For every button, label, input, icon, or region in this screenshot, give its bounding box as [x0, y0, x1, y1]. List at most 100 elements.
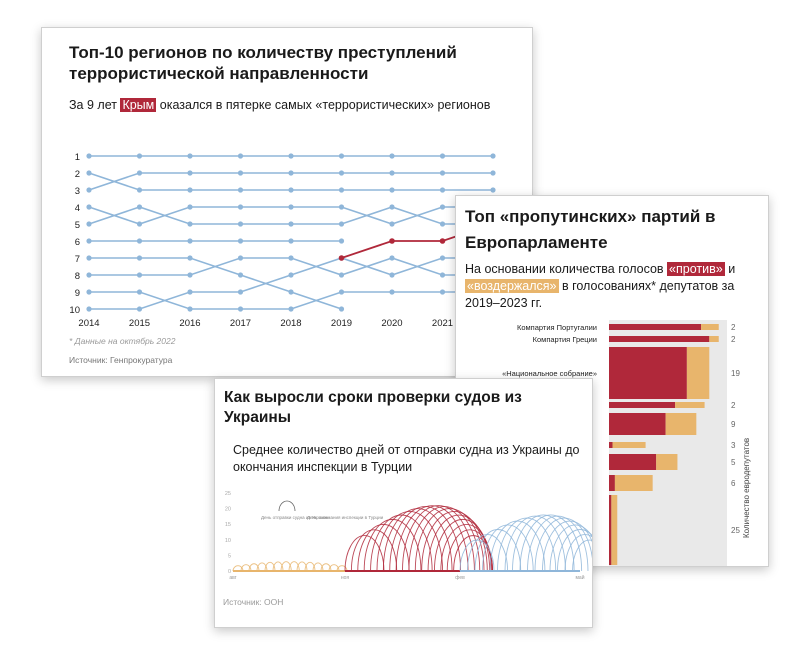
- y-tick-label: 9: [75, 288, 80, 299]
- subtitle-highlight: Крым: [120, 98, 157, 112]
- card-title: Топ-10 регионов по количеству преступлен…: [69, 43, 457, 83]
- highlight-point: [389, 238, 395, 244]
- series-point: [86, 289, 92, 295]
- member-count: 3: [731, 441, 736, 450]
- series-point: [288, 306, 294, 312]
- series-point: [389, 255, 395, 261]
- x-tick-label: 2016: [179, 318, 200, 326]
- subtitle-text: и: [728, 262, 736, 276]
- voyage-arc: [408, 506, 481, 572]
- arc-chart: 0 5 10 15 20 25 День отправки судна из Украины…: [225, 491, 592, 581]
- highlight-point: [439, 238, 446, 244]
- series-point: [490, 187, 496, 193]
- bar-abstained: [686, 347, 710, 399]
- x-tick-label: май: [575, 574, 584, 581]
- x-tick-label: 2017: [230, 318, 251, 326]
- series-point: [187, 153, 193, 159]
- bar-abstained: [665, 413, 697, 435]
- voyage-arc: [504, 515, 566, 572]
- voyage-arc: [357, 523, 410, 572]
- voyage-arc: [296, 561, 308, 572]
- y-tick-label: 4: [75, 203, 80, 214]
- series-point: [389, 221, 395, 227]
- series-point: [136, 238, 143, 244]
- series-point: [338, 153, 345, 159]
- series-point: [237, 204, 244, 210]
- series-point: [187, 272, 193, 278]
- series-point: [237, 153, 244, 159]
- series-point: [237, 272, 244, 278]
- category-label: Компартия Греции: [533, 335, 597, 344]
- voyage-arc: [572, 539, 592, 572]
- series-point: [338, 221, 345, 227]
- y-tick-label: 6: [75, 237, 80, 248]
- voyage-arc: [280, 561, 292, 572]
- voyage-arc: [312, 562, 324, 572]
- series-point: [136, 255, 143, 261]
- y-tick-label: 10: [225, 538, 231, 544]
- category-label: «Национальное собрание»: [502, 369, 597, 378]
- series-point: [237, 306, 244, 312]
- voyage-arc: [240, 564, 252, 572]
- series-point: [288, 204, 294, 210]
- series-point: [237, 255, 244, 261]
- bar-against: [609, 413, 666, 435]
- card-subtitle: На основании количества голосов «против»…: [465, 261, 763, 312]
- bar-against: [609, 442, 613, 448]
- series-point: [86, 306, 92, 312]
- voyage-arc: [344, 535, 385, 572]
- x-tick-label: 2020: [381, 318, 402, 326]
- series-point: [136, 170, 143, 176]
- subtitle-text: На основании количества голосов: [465, 262, 664, 276]
- series-point: [86, 204, 92, 210]
- voyage-arc: [549, 524, 592, 572]
- series-point: [187, 204, 193, 210]
- abstained-label: «воздержался»: [465, 279, 559, 293]
- series-point: [288, 187, 294, 193]
- series-point: [187, 221, 193, 227]
- series-point: [288, 289, 294, 295]
- voyage-arc: [350, 529, 398, 572]
- series-point: [288, 153, 294, 159]
- series-point: [389, 289, 395, 295]
- series-point: [136, 204, 143, 210]
- y-tick-label: 20: [225, 507, 231, 513]
- chart-source: Источник: ООН: [223, 597, 284, 607]
- subtitle-text: в голосованиях* депутатов за 2019–2023 г…: [465, 279, 735, 310]
- series-point: [136, 289, 143, 295]
- ships-card: Как выросли сроки проверки судов из Укра…: [214, 378, 593, 628]
- series-point: [439, 153, 446, 159]
- bar-against: [609, 495, 612, 565]
- y-tick-label: 5: [228, 553, 231, 559]
- y-tick-label: 15: [225, 522, 231, 528]
- voyage-arc: [534, 517, 592, 572]
- series-point: [439, 187, 446, 193]
- bar-against: [609, 402, 676, 408]
- series-point: [338, 306, 345, 312]
- voyage-arc: [489, 520, 546, 572]
- series-point: [237, 221, 244, 227]
- series-point: [136, 187, 143, 193]
- series-point: [136, 306, 143, 312]
- card-subtitle: Среднее количество дней от отправки судн…: [233, 443, 580, 474]
- series-point: [237, 170, 244, 176]
- series-point: [187, 238, 193, 244]
- voyage-arc: [382, 508, 453, 572]
- series-point: [338, 272, 345, 278]
- voyage-arc: [304, 561, 316, 572]
- y-tick-label: 3: [75, 186, 80, 197]
- bar-abstained: [701, 324, 719, 330]
- voyage-arc: [320, 563, 332, 572]
- card-title: Как выросли сроки проверки судов из Укра…: [224, 389, 522, 426]
- series-point: [237, 187, 244, 193]
- member-count: 2: [731, 335, 736, 344]
- voyage-arc: [248, 563, 260, 572]
- series-point: [439, 255, 446, 261]
- bar-abstained: [614, 475, 653, 491]
- series-point: [136, 221, 143, 227]
- subtitle-text: оказался в пятерке самых «террористическ…: [159, 98, 491, 112]
- voyage-arc: [256, 562, 268, 572]
- member-count: 2: [731, 401, 736, 410]
- series-point: [237, 289, 244, 295]
- series-point: [389, 187, 395, 193]
